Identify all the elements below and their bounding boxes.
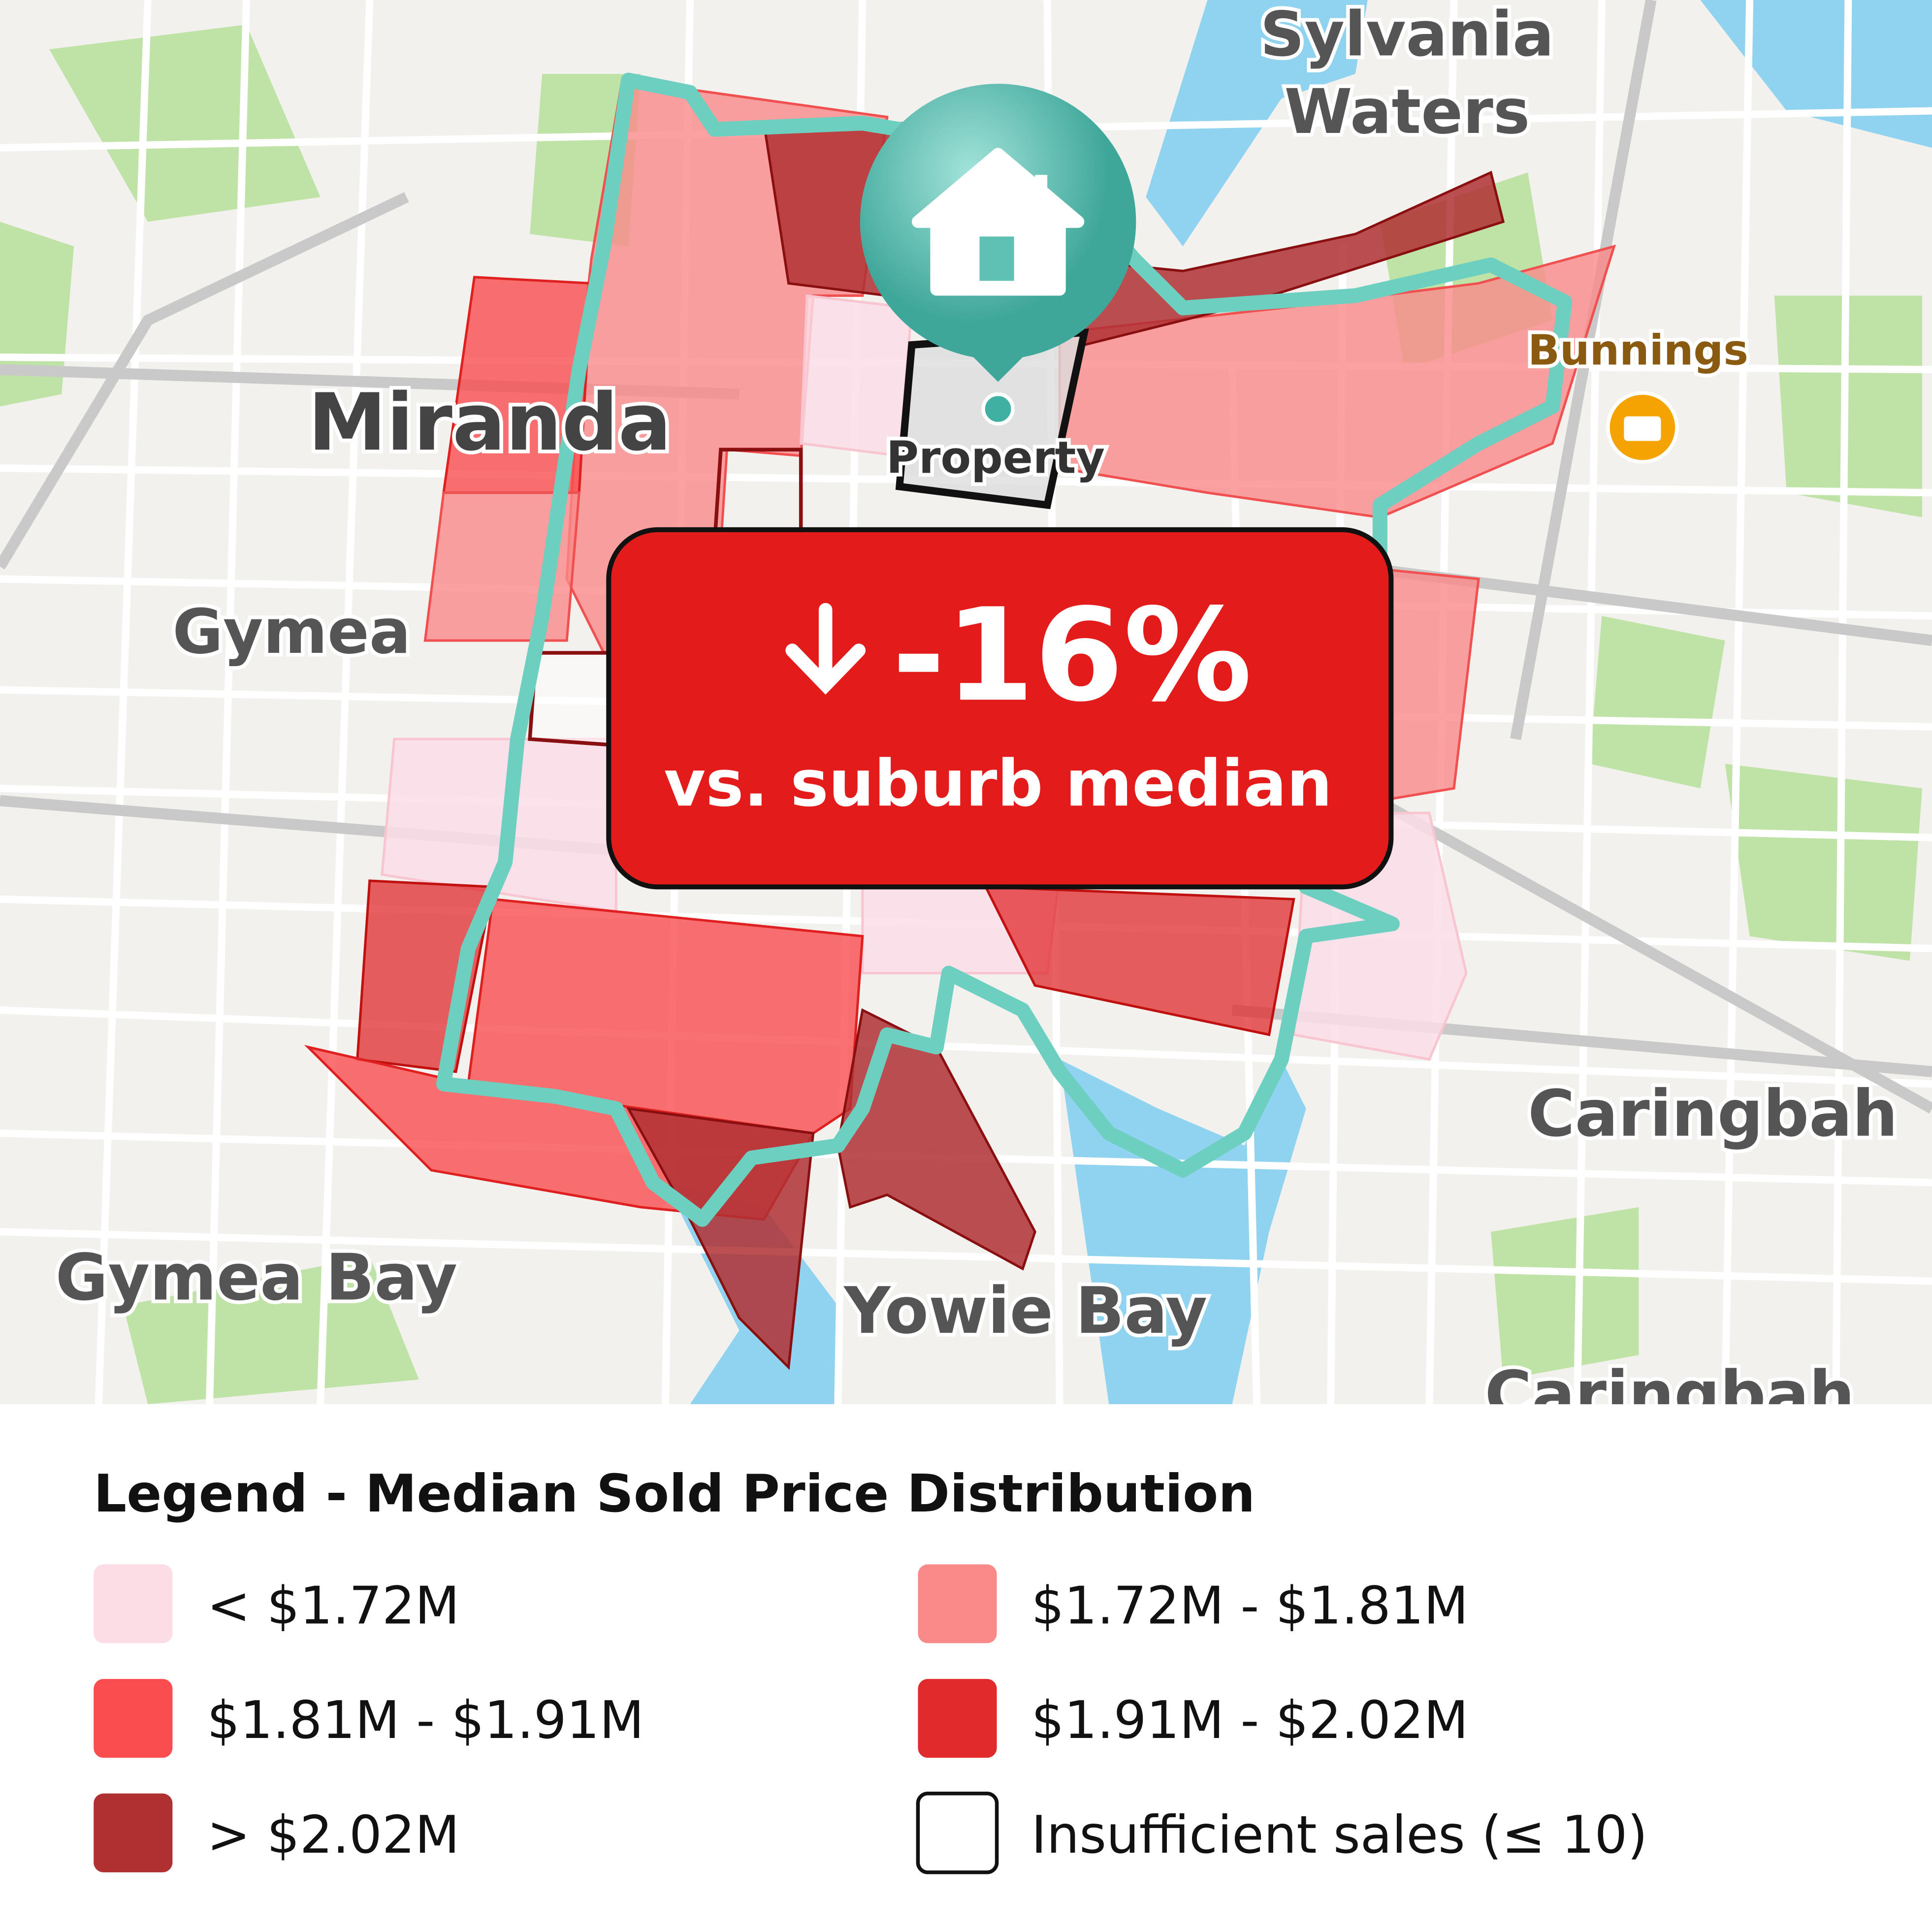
- legend-label: > $2.02M: [207, 1804, 459, 1865]
- map-label: Property: [886, 432, 1105, 484]
- map-label: Yowie Bay: [843, 1273, 1207, 1348]
- legend-label: $1.91M - $2.02M: [1031, 1690, 1469, 1750]
- price-badge: -16% vs. suburb median: [606, 527, 1394, 890]
- legend-label: < $1.72M: [207, 1575, 459, 1636]
- legend-swatch: [94, 1793, 173, 1872]
- legend-title: Legend - Median Sold Price Distribution: [94, 1463, 1255, 1524]
- legend: < $1.72M $1.72M - $1.81M $1.81M - $1.91M $1…: [94, 1564, 1648, 1874]
- map-label: Sylvania: [1260, 0, 1554, 70]
- legend-label: $1.81M - $1.91M: [207, 1690, 644, 1750]
- legend-swatch: [918, 1564, 997, 1643]
- map-label: Caringbah: [1528, 1076, 1898, 1151]
- legend-swatch: [918, 1679, 997, 1758]
- map-label: Gymea: [172, 596, 411, 668]
- legend-swatch: [94, 1564, 173, 1643]
- legend-panel: [0, 1404, 1932, 1929]
- map-label: Waters: [1284, 76, 1530, 148]
- legend-label: $1.72M - $1.81M: [1031, 1575, 1469, 1636]
- legend-swatch: [94, 1679, 173, 1758]
- legend-label: Insufficient sales (≤ 10): [1031, 1804, 1648, 1865]
- badge-change: -16%: [892, 581, 1252, 730]
- map-label: Bunnings: [1528, 326, 1748, 375]
- legend-swatch: [916, 1792, 999, 1874]
- badge-caption: vs. suburb median: [664, 746, 1332, 821]
- property-pin: [860, 84, 1679, 464]
- suburb-boundary: [436, 72, 1573, 1227]
- map-label: Miranda: [308, 376, 672, 468]
- price-areas: [304, 78, 1616, 1370]
- map-label: Gymea Bay: [56, 1240, 457, 1315]
